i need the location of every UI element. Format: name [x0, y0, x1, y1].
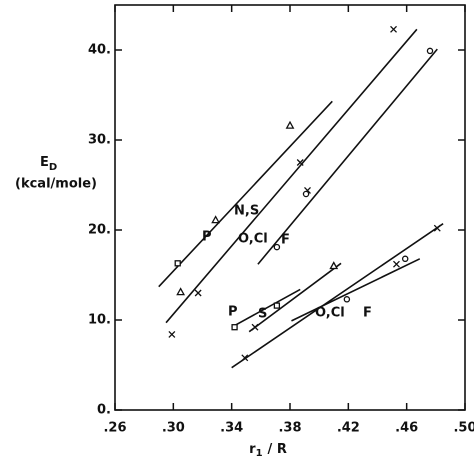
point-cross — [251, 323, 259, 331]
fit-line — [231, 288, 301, 328]
group-label: S — [258, 307, 267, 322]
point-cross — [194, 289, 202, 297]
point-triangle — [176, 287, 186, 296]
y-tick-label: 0. — [97, 403, 111, 418]
group-label: F — [363, 306, 372, 321]
fit-line — [158, 100, 333, 288]
plot-frame — [114, 4, 466, 411]
group-label: P — [202, 230, 212, 245]
fit-line — [291, 258, 421, 322]
group-label: P — [228, 305, 238, 320]
y-tick-label: 30. — [88, 133, 111, 148]
group-label: O,Cl — [238, 232, 268, 247]
point-square — [273, 302, 281, 309]
point-triangle — [285, 120, 295, 129]
point-cross — [241, 354, 249, 362]
y-tick-label: 40. — [88, 43, 111, 58]
point-triangle — [329, 261, 339, 270]
fit-line — [165, 28, 418, 324]
point-circle — [302, 190, 310, 198]
x-label-main: r — [249, 442, 256, 457]
point-cross — [433, 224, 441, 232]
group-label: F — [281, 233, 290, 248]
point-circle — [426, 47, 434, 55]
point-cross — [168, 330, 176, 338]
x-tick-label: .34 — [220, 421, 243, 436]
y-tick-label: 10. — [88, 313, 111, 328]
x-label-sub: 1 — [256, 448, 263, 459]
x-tick-label: .26 — [103, 421, 126, 436]
point-square — [231, 324, 238, 331]
point-square — [174, 260, 181, 267]
y-axis-label: ED — [40, 155, 57, 174]
point-cross — [296, 159, 304, 166]
point-circle — [343, 296, 351, 303]
group-label: O,Cl — [315, 306, 345, 321]
group-label: N,S — [234, 204, 259, 219]
x-label-rest: / R — [268, 442, 287, 457]
point-cross — [392, 260, 400, 268]
point-circle — [273, 243, 281, 251]
fit-line — [231, 223, 444, 369]
point-triangle — [211, 215, 221, 224]
y-label-main: E — [40, 155, 49, 170]
fit-line — [257, 48, 438, 265]
fit-line — [248, 262, 342, 333]
x-axis-label: r1 / R — [249, 442, 287, 460]
x-tick-label: .50 — [453, 421, 474, 436]
y-label-sub: D — [49, 162, 57, 173]
x-tick-label: .42 — [337, 421, 360, 436]
y-tick-label: 20. — [88, 223, 111, 238]
point-cross — [390, 25, 398, 33]
point-circle — [401, 255, 409, 263]
x-tick-label: .30 — [162, 421, 185, 436]
y-axis-units: (kcal/mole) — [15, 177, 97, 192]
x-tick-label: .38 — [278, 421, 301, 436]
x-tick-label: .46 — [395, 421, 418, 436]
